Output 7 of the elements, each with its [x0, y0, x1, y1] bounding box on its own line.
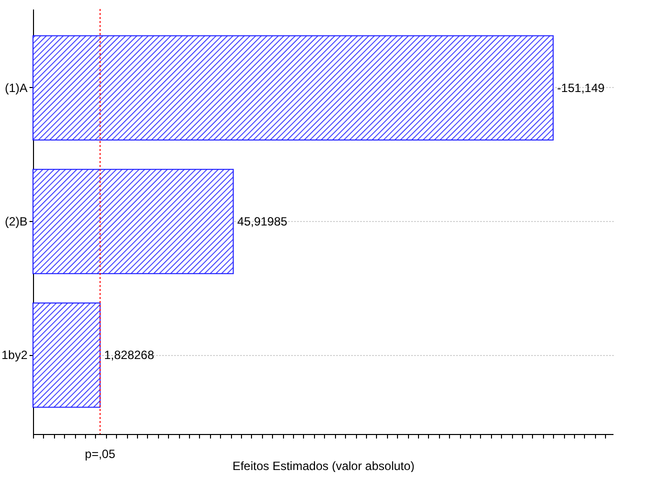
- y-tick-label: (2)B: [4, 214, 28, 228]
- annotation: 45,91985: [237, 214, 288, 228]
- y-tick-label: 1by2: [1, 348, 28, 362]
- annotation: 1,828268: [104, 348, 154, 362]
- ref-line-label: p=,05: [84, 447, 116, 461]
- text: -151,149: [557, 80, 605, 95]
- y-tick-label: (1)A: [4, 80, 28, 95]
